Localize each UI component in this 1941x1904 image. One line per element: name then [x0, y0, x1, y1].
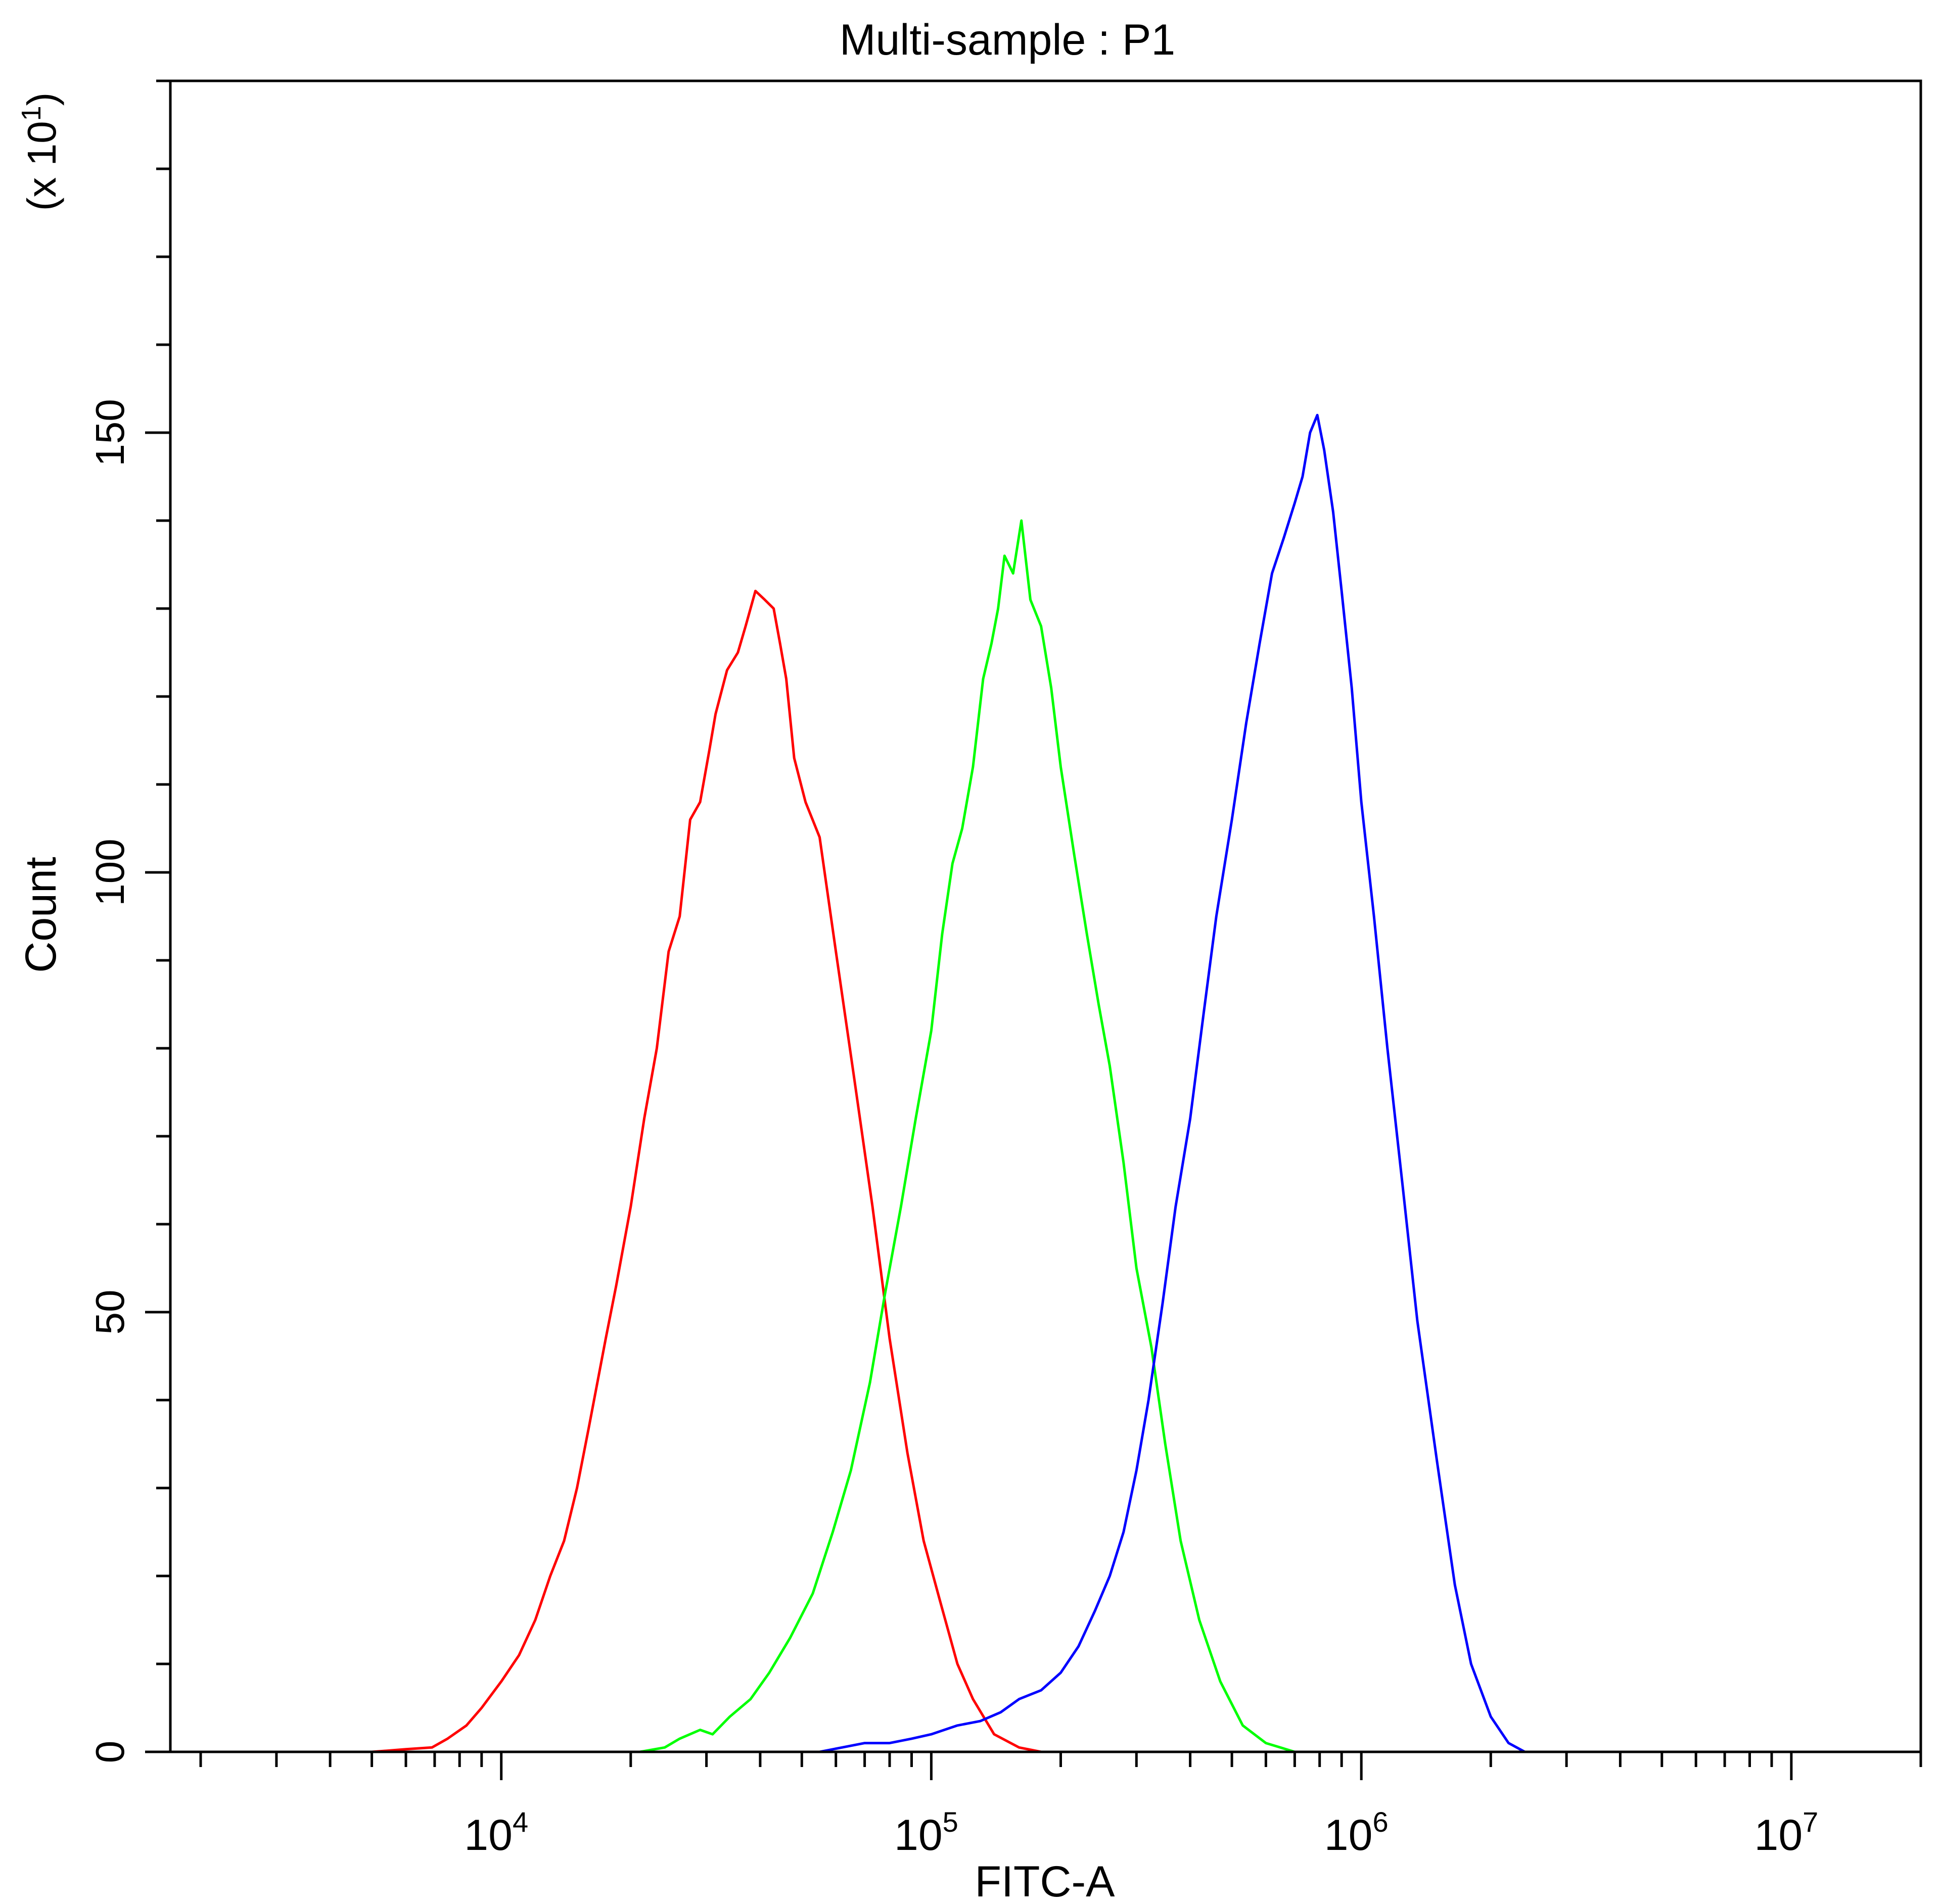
y-multiplier-suffix: ): [19, 92, 64, 106]
x-tick-label: 104: [464, 1806, 528, 1860]
x-axis-ticks: 104 105 106 107: [199, 1752, 1922, 1860]
x-axis-label: FITC-A: [975, 1857, 1115, 1904]
series-line-1: [372, 589, 1042, 1753]
x-tick-label: 106: [1324, 1806, 1389, 1860]
x-tick-label: 107: [1754, 1806, 1818, 1860]
series-line-2: [639, 519, 1296, 1753]
y-tick-label: 0: [87, 1741, 132, 1763]
y-axis-multiplier: (x 101): [16, 92, 64, 211]
x-tick-exponent: 6: [1372, 1806, 1388, 1838]
y-multiplier-prefix: (x 10: [19, 121, 64, 211]
x-tick-base: 10: [1324, 1811, 1373, 1860]
x-tick-base: 10: [1754, 1811, 1803, 1860]
y-tick-label: 50: [87, 1290, 132, 1335]
x-tick-base: 10: [464, 1811, 513, 1860]
y-tick-label: 150: [87, 399, 132, 466]
x-tick-exponent: 4: [513, 1806, 528, 1838]
x-tick-base: 10: [894, 1811, 943, 1860]
series-layer: [372, 413, 1526, 1753]
y-axis-ticks: 0 50 100 150: [87, 79, 170, 1763]
x-tick-exponent: 5: [943, 1806, 958, 1838]
series-line-3: [819, 413, 1526, 1753]
chart-title: Multi-sample : P1: [840, 16, 1175, 64]
plot-frame: [169, 79, 1922, 1753]
x-tick-exponent: 7: [1803, 1806, 1818, 1838]
y-tick-label: 100: [87, 839, 132, 906]
x-tick-label: 105: [894, 1806, 958, 1860]
y-multiplier-exponent: 1: [16, 106, 47, 121]
y-axis-label: Count: [17, 857, 65, 973]
